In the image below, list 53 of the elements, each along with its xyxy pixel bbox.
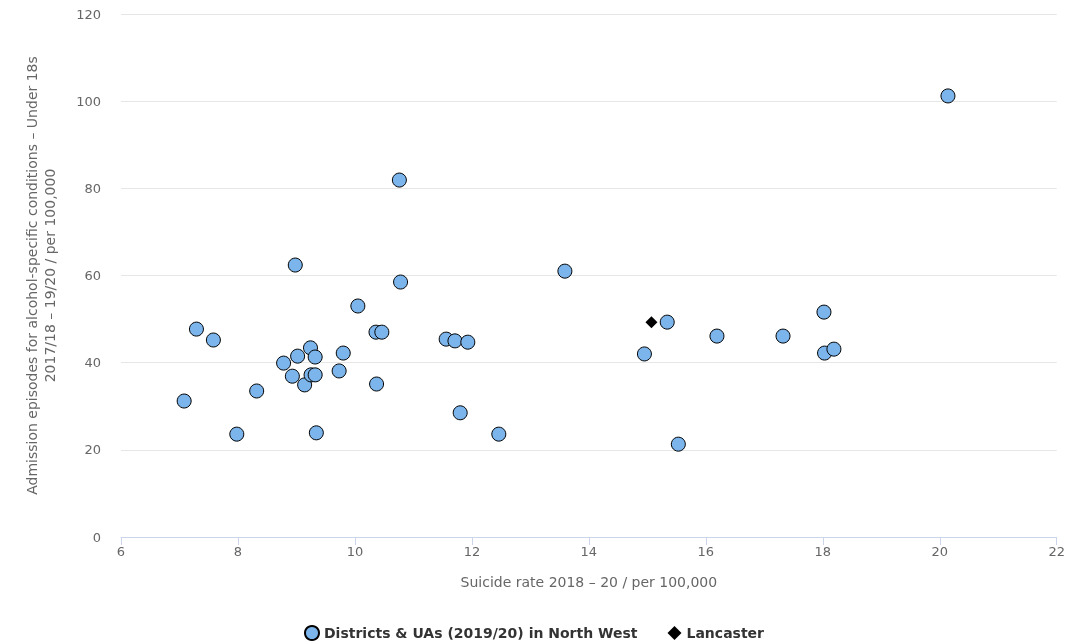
point: [290, 348, 306, 364]
point: [350, 298, 366, 314]
point: [374, 324, 390, 340]
point: [307, 367, 323, 383]
point: [447, 333, 463, 349]
point: [391, 172, 407, 188]
point: [452, 405, 468, 421]
y-tick-label: 20: [84, 442, 101, 458]
point: [636, 346, 652, 362]
point: [229, 426, 245, 442]
point: [176, 393, 192, 409]
y-tick-label: 120: [76, 6, 101, 22]
point: [284, 368, 300, 384]
legend-label: Districts & UAs (2019/20) in North West: [323, 625, 638, 641]
legend-label: Lancaster: [686, 625, 765, 641]
point: [826, 341, 842, 357]
y-tick-label: 60: [84, 268, 101, 283]
point: [940, 88, 956, 104]
point: [659, 314, 675, 330]
point: [331, 363, 347, 379]
y-tick-label: 100: [76, 93, 101, 109]
point: [307, 349, 323, 365]
point: [491, 426, 507, 442]
point: [816, 304, 832, 320]
point: [249, 383, 265, 399]
point: [287, 257, 303, 273]
point: [188, 321, 204, 337]
point: [557, 263, 573, 279]
x-tick-label: 18: [814, 544, 832, 559]
y-tick-label: 40: [84, 355, 101, 371]
point: [393, 274, 409, 290]
y-tick-label: 0: [92, 529, 101, 545]
x-tick-label: 20: [931, 544, 949, 559]
x-axis-title: Suicide rate 2018 – 20 / per 100,000: [460, 574, 718, 590]
point: [276, 355, 292, 371]
y-tick-label: 80: [84, 180, 101, 196]
point: [670, 436, 686, 452]
x-tick-label: 10: [346, 544, 364, 559]
point: [205, 332, 221, 348]
y-axis-title: Admission episodes for alcohol-specific conditions – Under 18s 2017/18 – 19/20 / per 100,000: [24, 56, 58, 495]
point: [460, 334, 476, 350]
x-tick-label: 14: [580, 544, 598, 559]
x-tick-label: 8: [233, 544, 243, 559]
point: [369, 376, 385, 392]
point: [645, 316, 658, 329]
x-tick-label: 12: [463, 544, 481, 559]
point: [775, 328, 791, 344]
point: [709, 328, 725, 344]
point: [335, 345, 351, 361]
x-tick-label: 22: [1048, 544, 1065, 559]
point: [308, 425, 324, 441]
x-tick-label: 6: [116, 544, 126, 559]
x-tick-label: 16: [697, 544, 715, 559]
